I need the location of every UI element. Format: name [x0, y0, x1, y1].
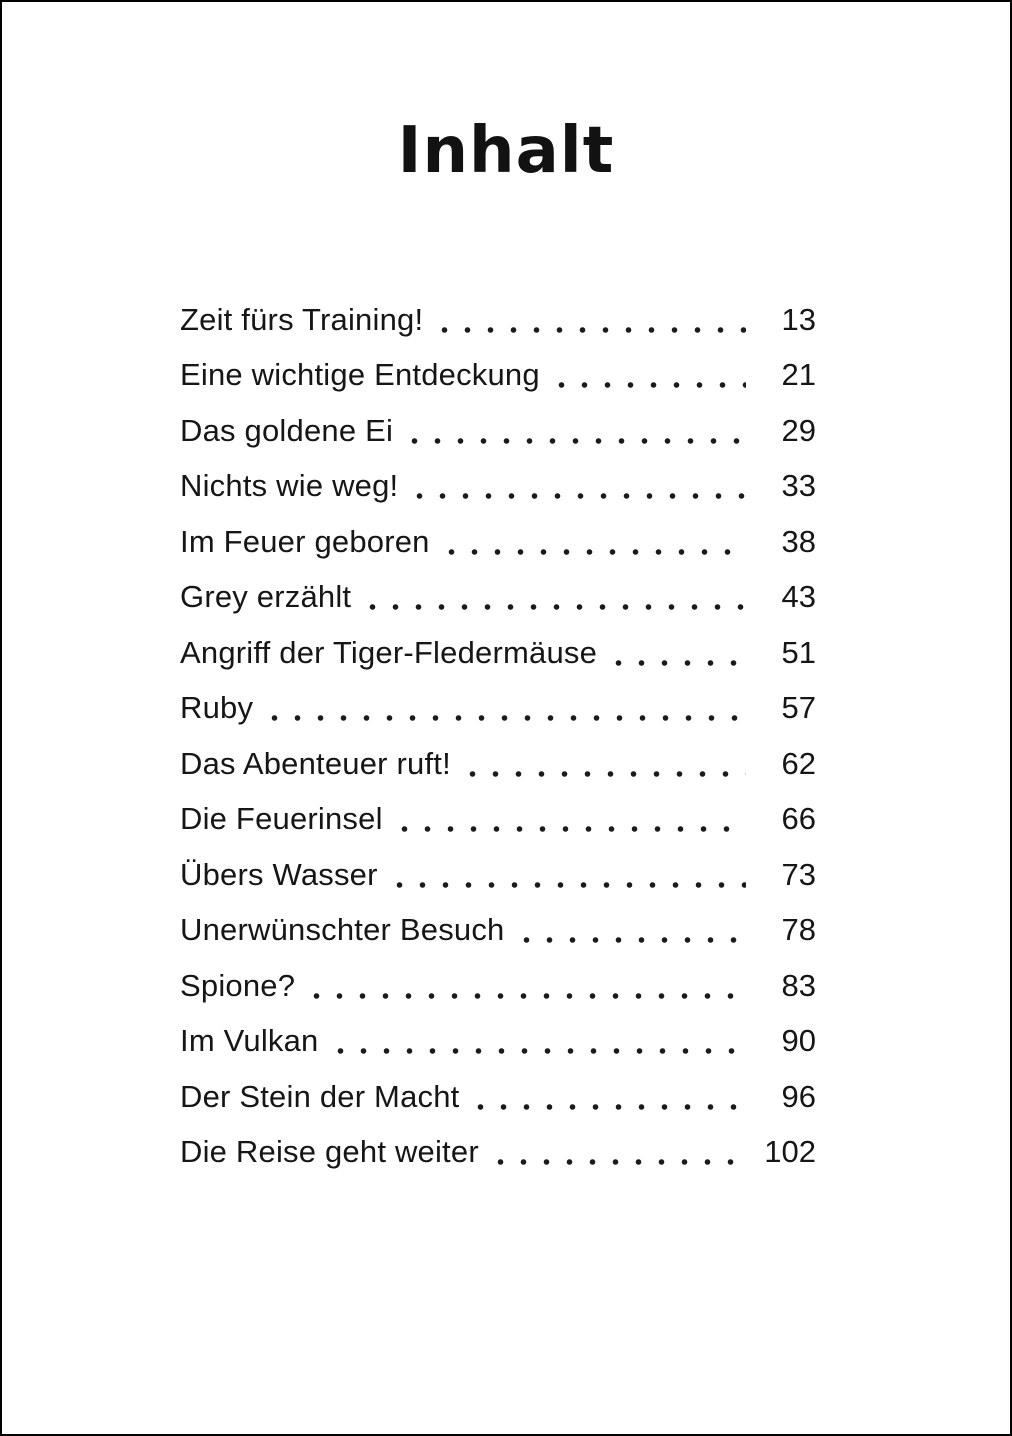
toc-entry: Im Feuer geboren 38 [180, 514, 816, 570]
toc-entry-page: 38 [781, 523, 816, 559]
dot-leader [328, 1013, 746, 1069]
toc-entry: Grey erzählt 43 [180, 569, 816, 625]
dot-leader [403, 403, 746, 459]
toc-entry-title: Die Reise geht weiter [180, 1134, 479, 1170]
toc-list: Zeit fürs Training! 13 Eine wichtige Ent… [180, 292, 816, 1180]
toc-entry: Das Abenteuer ruft! 62 [180, 736, 816, 792]
toc-entry-title: Zeit fürs Training! [180, 301, 424, 337]
toc-entry-page: 57 [781, 690, 816, 726]
toc-entry-title: Spione? [180, 967, 296, 1003]
dot-leader [361, 569, 746, 625]
toc-entry: Die Feuerinsel 66 [180, 791, 816, 847]
dot-leader [387, 847, 746, 903]
toc-entry-page: 78 [781, 912, 816, 948]
toc-entry-page: 96 [781, 1078, 816, 1114]
toc-entry: Der Stein der Macht 96 [180, 1069, 816, 1125]
dot-leader [408, 458, 746, 514]
toc-entry-title: Unerwünschter Besuch [180, 912, 505, 948]
toc-entry-title: Die Feuerinsel [180, 801, 383, 837]
toc-entry-page: 83 [781, 967, 816, 1003]
dot-leader [460, 736, 746, 792]
toc-entry-page: 51 [781, 634, 816, 670]
dot-leader [305, 958, 746, 1014]
toc-entry: Spione? 83 [180, 958, 816, 1014]
toc-entry-title: Angriff der Tiger-Fledermäuse [180, 634, 598, 670]
toc-entry-title: Im Feuer geboren [180, 523, 430, 559]
toc-entry-title: Grey erzählt [180, 579, 352, 615]
toc-entry: Das goldene Ei 29 [180, 403, 816, 459]
toc-entry-page: 33 [781, 468, 816, 504]
toc-entry-page: 73 [781, 856, 816, 892]
toc-entry-title: Ruby [180, 690, 254, 726]
dot-leader [433, 292, 746, 348]
dot-leader [549, 347, 746, 403]
dot-leader [469, 1069, 746, 1125]
dot-leader [607, 625, 746, 681]
toc-entry-page: 43 [781, 579, 816, 615]
toc-entry-title: Das goldene Ei [180, 412, 394, 448]
toc-entry: Eine wichtige Entdeckung 21 [180, 347, 816, 403]
toc-entry-page: 62 [781, 745, 816, 781]
toc-entry-title: Im Vulkan [180, 1023, 319, 1059]
dot-leader [392, 791, 746, 847]
toc-entry: Die Reise geht weiter 102 [180, 1124, 816, 1180]
page-title: Inhalt [397, 114, 615, 188]
toc-entry-title: Das Abenteuer ruft! [180, 745, 451, 781]
toc-entry: Zeit fürs Training! 13 [180, 292, 816, 348]
toc-entry-title: Eine wichtige Entdeckung [180, 357, 540, 393]
toc-entry: Übers Wasser 73 [180, 847, 816, 903]
toc-entry: Unerwünschter Besuch 78 [180, 902, 816, 958]
dot-leader [488, 1124, 746, 1180]
toc-entry-title: Übers Wasser [180, 856, 378, 892]
toc-entry-title: Nichts wie weg! [180, 468, 399, 504]
toc-entry-page: 90 [781, 1023, 816, 1059]
toc-entry: Ruby 57 [180, 680, 816, 736]
toc-entry-page: 29 [781, 412, 816, 448]
dot-leader [439, 514, 746, 570]
toc-entry-title: Der Stein der Macht [180, 1078, 460, 1114]
dot-leader [263, 680, 746, 736]
toc-entry-page: 13 [781, 301, 816, 337]
toc-entry-page: 21 [781, 357, 816, 393]
toc-entry: Nichts wie weg! 33 [180, 458, 816, 514]
dot-leader [514, 902, 746, 958]
toc-entry: Im Vulkan 90 [180, 1013, 816, 1069]
toc-entry-page: 66 [781, 801, 816, 837]
toc-entry: Angriff der Tiger-Fledermäuse 51 [180, 625, 816, 681]
toc-entry-page: 102 [764, 1134, 816, 1170]
